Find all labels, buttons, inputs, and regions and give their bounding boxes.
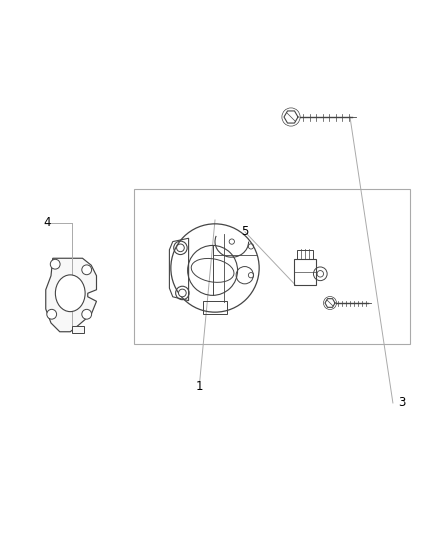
Text: 4: 4 — [43, 216, 51, 229]
Circle shape — [178, 289, 186, 297]
Ellipse shape — [55, 275, 85, 312]
Circle shape — [81, 265, 92, 274]
Circle shape — [50, 259, 60, 269]
Bar — [134, 189, 410, 344]
Circle shape — [47, 309, 57, 319]
Text: 5: 5 — [241, 225, 248, 238]
Text: 3: 3 — [397, 397, 404, 409]
Text: 1: 1 — [195, 380, 203, 393]
Polygon shape — [46, 259, 96, 332]
Bar — [72, 326, 84, 334]
Bar — [293, 260, 315, 285]
Polygon shape — [283, 111, 297, 123]
Bar — [296, 249, 312, 260]
Circle shape — [81, 309, 92, 319]
Circle shape — [176, 244, 184, 252]
Polygon shape — [324, 298, 334, 308]
Bar — [202, 301, 226, 314]
